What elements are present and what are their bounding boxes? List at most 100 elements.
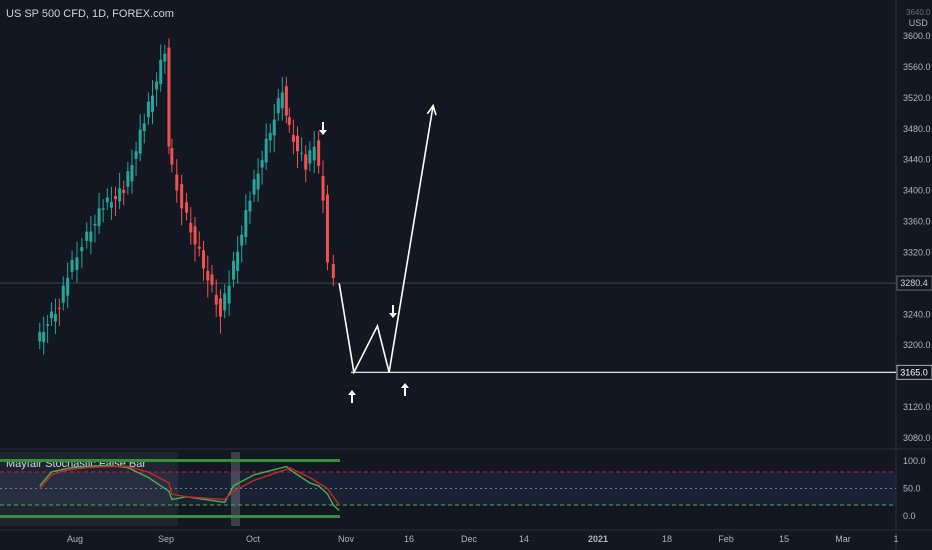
candle-body [268,133,272,141]
candle-body [308,150,312,164]
up-arrow-marker-head [348,390,356,395]
x-tick-label: Mar [835,534,851,544]
candle-body [85,231,89,241]
candle-body [244,209,248,237]
projection-path [338,105,434,375]
candle-body [236,251,240,272]
x-tick-label: 16 [404,534,414,544]
down-arrow-marker-head [319,130,327,135]
candle-body [130,165,134,182]
candle-body [46,324,50,326]
candle-body [75,257,79,270]
x-tick-label: Dec [461,534,478,544]
top-tick-label: 3640.0 [906,8,931,17]
x-tick-label: Feb [718,534,734,544]
x-tick-label: Aug [67,534,83,544]
candle-body [109,202,113,208]
y-tick-label: 3320.0 [903,247,931,257]
projection-arrow-head [426,103,437,116]
candle-body [287,117,291,125]
candle-body [276,98,280,114]
candle-body [317,140,321,166]
osc-series-line [39,465,340,506]
osc-top-band [178,459,340,462]
candle-body [118,188,122,202]
y-tick-label: 3200.0 [903,340,931,350]
last-price-label: 3280.4 [900,278,928,288]
candle-body [248,200,252,212]
candle-body [300,152,304,154]
candle-body [105,197,109,203]
candle-body [321,175,325,201]
osc-bottom-band [178,515,340,518]
candle-body [93,223,97,226]
candle-body [53,314,57,322]
candle-body [252,179,256,195]
y-tick-label: 3440.0 [903,155,931,165]
candle-body [66,277,70,296]
candle-body [142,123,146,132]
candle-body [170,148,174,165]
candle-body [114,196,118,200]
candle-body [57,307,61,309]
y-tick-label: 3520.0 [903,93,931,103]
y-tick-label: 3080.0 [903,433,931,443]
x-tick-label: 18 [662,534,672,544]
candle-body [50,311,54,319]
candle-body [218,298,222,317]
candle-body [232,260,236,280]
x-tick-label: Nov [338,534,355,544]
y-tick-label: 3120.0 [903,402,931,412]
y-tick-label: 3240.0 [903,309,931,319]
candle-body [155,81,159,90]
candle-body [138,129,142,154]
candle-body [296,135,300,152]
support-tag [896,364,932,380]
y-tick-label: 3560.0 [903,62,931,72]
candle-body [325,194,329,263]
usd-label: USD [908,18,928,28]
candle-body [122,189,126,193]
x-tick-label: 2021 [588,534,608,544]
x-tick-label: Oct [246,534,261,544]
currency-label: 3640.0 USD [906,8,930,28]
candle-body [291,134,295,142]
y-tick-label: 3480.0 [903,124,931,134]
x-tick-label: 1 [893,534,898,544]
candle-body [167,47,171,147]
candle-body [312,146,316,161]
candle-body [227,285,231,304]
candle-body [256,173,260,190]
osc-bottom-band [0,515,178,518]
osc-highlight-1 [0,452,178,526]
candle-body [272,119,276,136]
candle-body [193,226,197,245]
candle-body [70,259,74,272]
candle-body [38,332,42,342]
candle-body [80,247,84,252]
candle-body [223,293,227,311]
last-price-tag [896,275,932,291]
candle-body [126,171,130,187]
candle-body [214,294,218,305]
candle-body [197,246,201,249]
candle-body [175,174,179,191]
candles [38,38,335,355]
candle-body [185,202,189,213]
candle-body [331,264,335,278]
candle-body [210,274,214,285]
support-label: 3165.0 [900,367,928,377]
chart-title: US SP 500 CFD, 1D, FOREX.com [6,8,174,20]
osc-tick-label: 50.0 [903,484,921,494]
candle-body [61,285,65,303]
candle-body [159,59,163,84]
osc-tick-label: 0.0 [903,511,916,521]
candle-body [134,151,138,159]
candle-body [42,332,46,343]
candle-body [146,101,150,118]
candle-body [189,222,193,233]
candle-body [206,270,210,281]
candle-body [284,86,288,116]
candle-body [240,234,244,246]
